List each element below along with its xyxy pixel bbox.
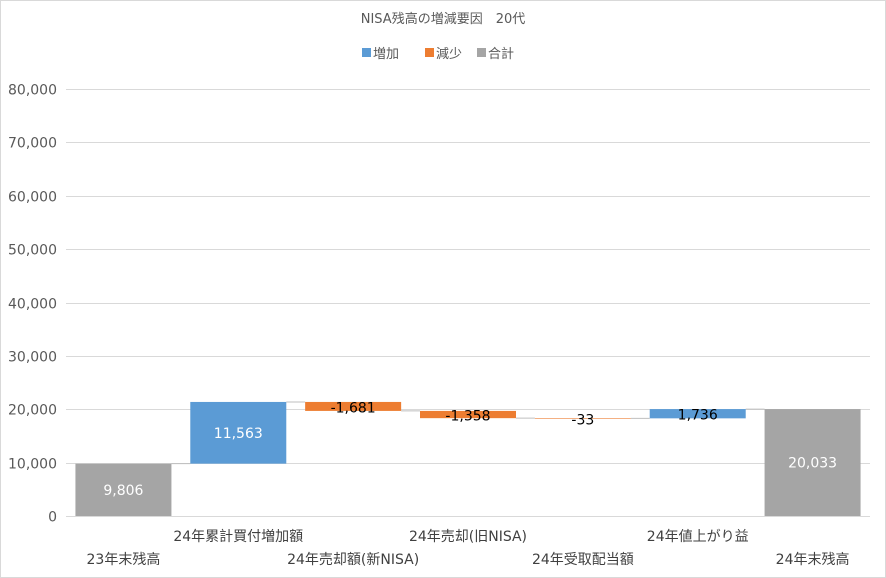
data-label: 1,736 xyxy=(678,408,718,424)
data-label: 9,806 xyxy=(103,483,143,499)
x-axis-categories: 23年末残高 24年累計買付増加額 24年売却額(新NISA) 24年売却(旧NISA… xyxy=(87,529,850,568)
bar-total xyxy=(75,463,172,516)
bar-increase xyxy=(190,401,287,464)
x-category-label: 24年値上がり益 xyxy=(647,529,749,545)
y-tick-label: 40,000 xyxy=(8,297,57,313)
data-label: 11,563 xyxy=(214,426,263,442)
x-category-label: 24年売却額(新NISA) xyxy=(287,552,419,568)
y-tick-label: 80,000 xyxy=(8,83,57,99)
data-labels: 9,806 11,563 -1,681 -1,358 -33 1,736 20,033 xyxy=(103,400,837,498)
bar-increase xyxy=(649,409,746,419)
legend-label-increase: 増加 xyxy=(373,47,399,62)
legend-swatch-total xyxy=(477,48,486,57)
x-category-label: 23年末残高 xyxy=(87,551,161,568)
y-tick-label: 10,000 xyxy=(8,457,57,473)
data-label: -1,358 xyxy=(445,409,490,425)
y-tick-label: 30,000 xyxy=(8,350,57,366)
bar-decrease xyxy=(534,418,631,419)
y-tick-label: 60,000 xyxy=(8,190,57,206)
x-category-label: 24年売却(旧NISA) xyxy=(409,529,527,545)
x-category-label: 24年累計買付増加額 xyxy=(173,529,303,545)
legend-swatch-decrease xyxy=(425,48,434,57)
data-label: -33 xyxy=(571,412,594,428)
y-axis-ticks: 0 10,000 20,000 30,000 40,000 50,000 60,000 70,… xyxy=(8,83,57,526)
y-tick-label: 0 xyxy=(48,510,57,526)
y-tick-label: 70,000 xyxy=(8,136,57,152)
x-category-label: 24年末残高 xyxy=(776,551,850,568)
bar-total xyxy=(764,409,861,516)
bar-decrease xyxy=(420,410,516,419)
legend-swatch-increase xyxy=(362,48,371,57)
bar-decrease xyxy=(305,401,402,411)
y-tick-label: 20,000 xyxy=(8,403,57,419)
legend: 増加 減少 合計 xyxy=(362,46,514,62)
y-tick-label: 50,000 xyxy=(8,243,57,259)
chart-title: NISA残高の増減要因 20代 xyxy=(361,11,526,27)
connector-lines xyxy=(171,401,765,465)
legend-label-total: 合計 xyxy=(488,46,514,62)
data-label: 20,033 xyxy=(788,456,837,472)
x-category-label: 24年受取配当額 xyxy=(532,552,634,568)
bars xyxy=(75,401,861,516)
legend-label-decrease: 減少 xyxy=(436,46,462,62)
data-label: -1,681 xyxy=(331,400,376,416)
